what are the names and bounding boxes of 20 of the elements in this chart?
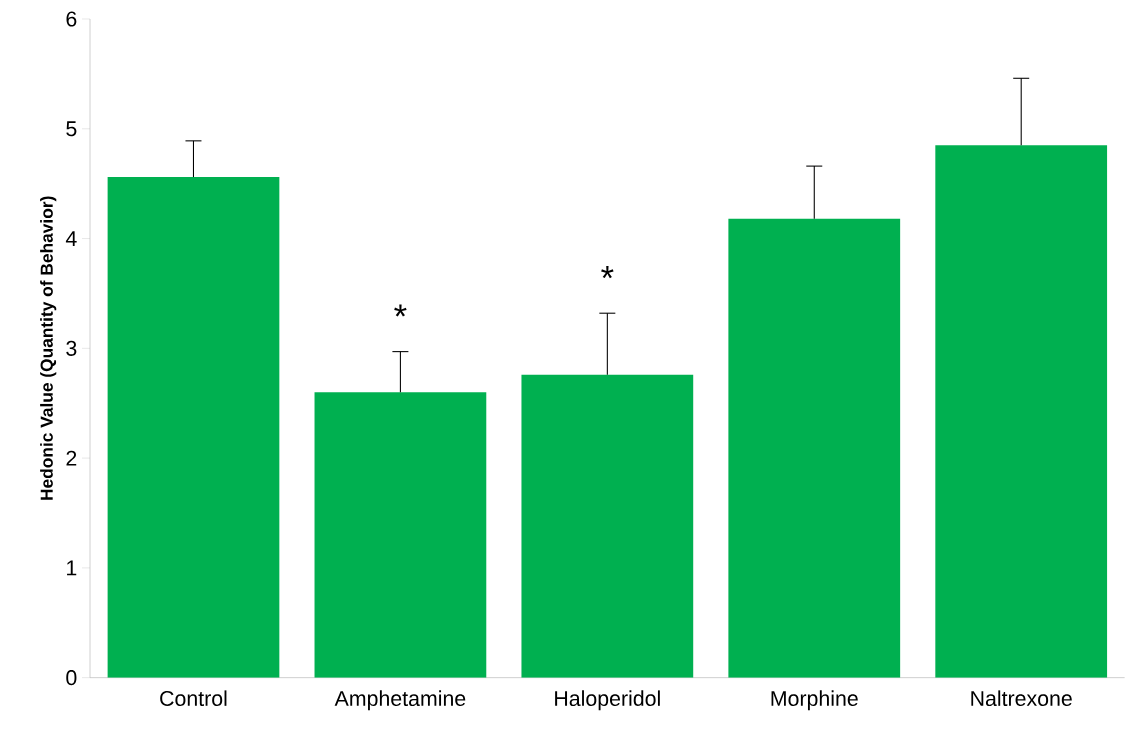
x-tick-label: Naltrexone [971, 690, 1072, 707]
y-tick-label: 1 [67, 560, 77, 576]
bar [728, 218, 901, 678]
y-tick-label: 6 [66, 11, 77, 27]
y-tick-label: 2 [66, 450, 77, 466]
x-tick-label: Morphine [771, 690, 858, 711]
y-tick-label: 0 [66, 670, 77, 686]
y-tick-label: 5 [66, 121, 77, 137]
bar [107, 177, 280, 678]
y-axis-title: Hedonic Value (Quantity of Behavior) [40, 196, 57, 500]
y-tick-label: 4 [65, 231, 77, 247]
bar [521, 374, 694, 678]
x-tick-label: Control [160, 690, 227, 707]
x-tick-label: Amphetamine [334, 690, 466, 711]
bar [314, 392, 487, 678]
annotation: * [601, 266, 614, 279]
annotation: * [394, 304, 407, 317]
x-tick-label: Haloperidol [555, 690, 660, 711]
y-tick-label: 3 [66, 340, 77, 357]
bar [935, 145, 1108, 678]
